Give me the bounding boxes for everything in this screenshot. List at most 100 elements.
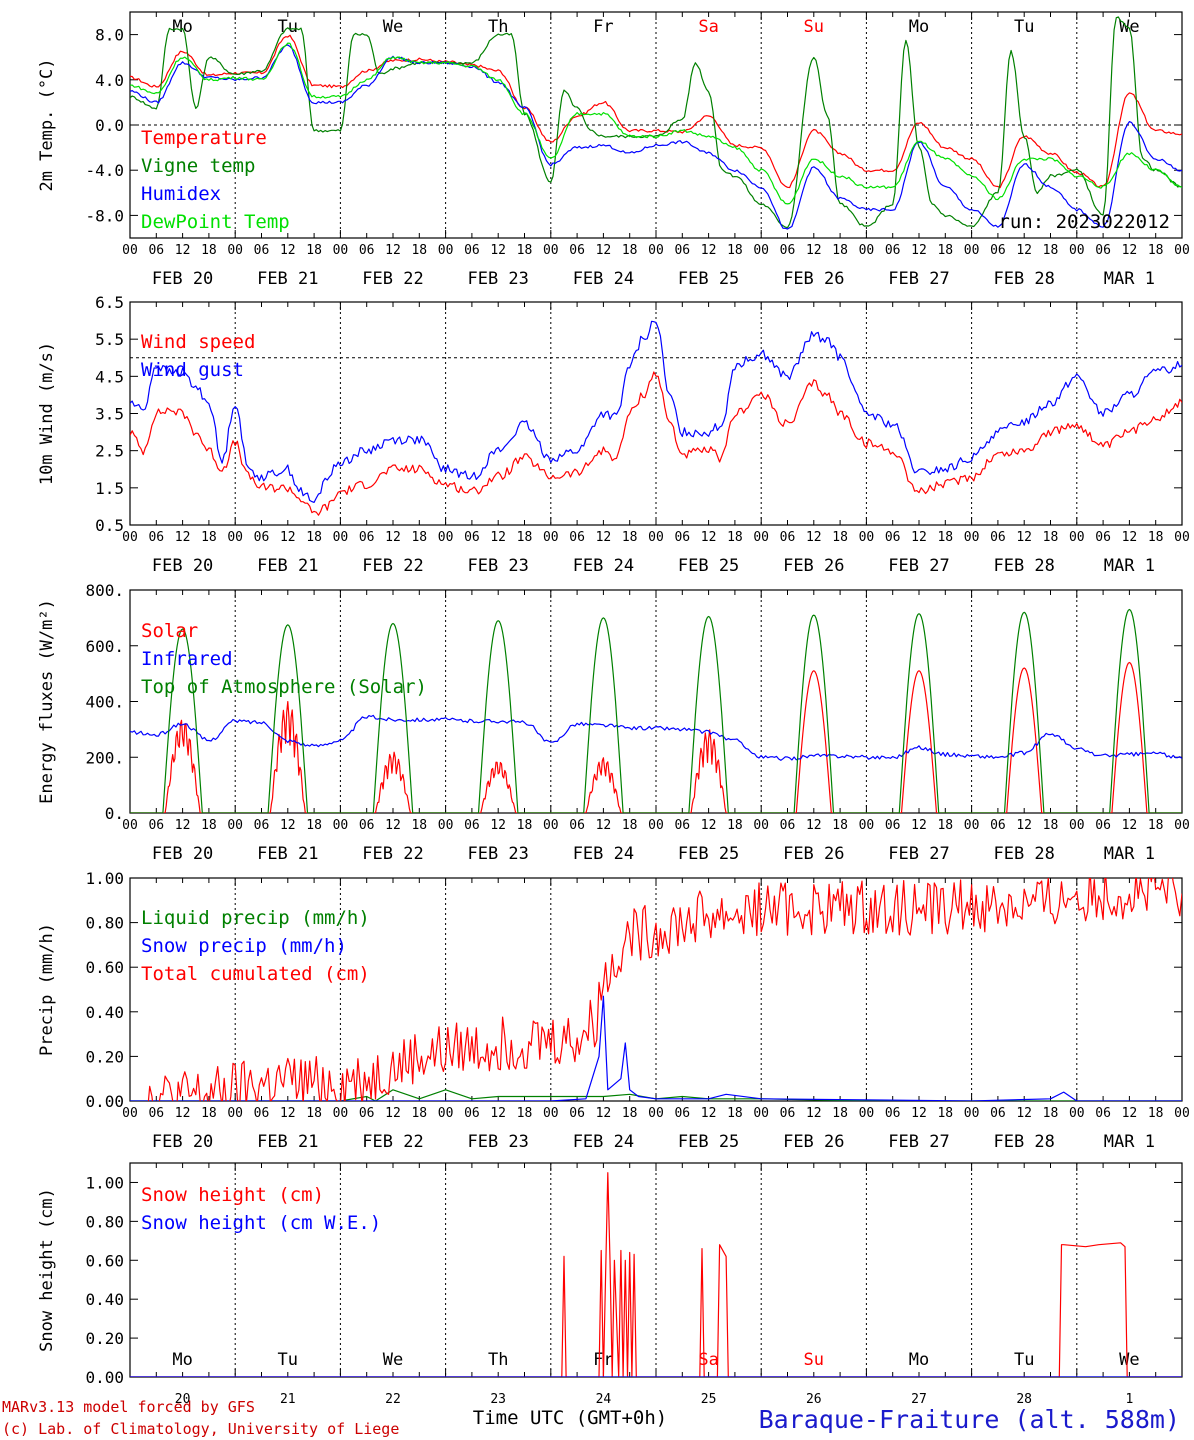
model-credit: MARv3.13 model forced by GFS — [2, 1398, 255, 1416]
hour-tick-label: 18 — [727, 530, 743, 545]
hour-tick-label: 12 — [175, 530, 191, 545]
chart-panel-2: 6.5 5.5 4.5 3.5 2.5 1.5 0.5 10m Wind (m/s) 00 06 1… — [37, 293, 1190, 576]
hour-tick-label: 12 — [1122, 530, 1138, 545]
series-line — [130, 714, 1182, 761]
day-number-label: 26 — [806, 1392, 822, 1407]
hour-tick-label: 18 — [937, 1106, 953, 1121]
hour-tick-label: 06 — [780, 818, 796, 833]
date-label: FEB 24 — [573, 1132, 634, 1152]
date-label: MAR 1 — [1104, 844, 1155, 864]
hour-tick-label: 00 — [648, 243, 664, 258]
hour-tick-label: 12 — [1016, 1106, 1032, 1121]
day-name-label: Fr — [593, 17, 613, 37]
hour-tick-label: 12 — [806, 243, 822, 258]
date-label: FEB 26 — [783, 556, 844, 576]
series-line — [130, 1172, 1182, 1377]
y-tick-label: 0.60 — [85, 1251, 124, 1270]
y-tick-label: 0.40 — [85, 1290, 124, 1309]
hour-tick-label: 12 — [280, 818, 296, 833]
hour-tick-label: 12 — [911, 530, 927, 545]
date-label: FEB 20 — [152, 1132, 213, 1152]
y-tick-label: 0.20 — [85, 1329, 124, 1348]
hour-tick-label: 00 — [964, 818, 980, 833]
hour-tick-label: 18 — [622, 530, 638, 545]
hour-tick-label: 06 — [464, 530, 480, 545]
legend-entry: Infrared — [141, 648, 233, 670]
date-label: FEB 27 — [888, 269, 949, 289]
hour-tick-label: 06 — [885, 818, 901, 833]
hour-tick-label: 12 — [175, 1106, 191, 1121]
hour-tick-label: 18 — [411, 1106, 427, 1121]
hour-tick-label: 18 — [517, 243, 533, 258]
y-tick-label: 3.5 — [95, 405, 124, 424]
hour-tick-label: 12 — [385, 1106, 401, 1121]
hour-tick-label: 00 — [859, 243, 875, 258]
date-label: FEB 25 — [678, 269, 739, 289]
hour-tick-label: 18 — [1148, 243, 1164, 258]
hour-tick-label: 00 — [1174, 243, 1190, 258]
date-label: FEB 28 — [993, 556, 1054, 576]
series-line — [130, 1089, 1182, 1101]
hour-tick-label: 06 — [569, 530, 585, 545]
series-line — [130, 661, 1182, 813]
hour-tick-label: 12 — [596, 818, 612, 833]
hour-tick-label: 12 — [701, 818, 717, 833]
hour-tick-label: 18 — [517, 1106, 533, 1121]
hour-tick-label: 18 — [622, 818, 638, 833]
hour-tick-label: 06 — [359, 243, 375, 258]
date-label: FEB 27 — [888, 844, 949, 864]
hour-tick-label: 00 — [122, 530, 138, 545]
date-label: FEB 24 — [573, 844, 634, 864]
day-number-label: 28 — [1016, 1392, 1032, 1407]
date-label: FEB 28 — [993, 1132, 1054, 1152]
legend-entry: Liquid precip (mm/h) — [141, 907, 370, 929]
series-line — [130, 320, 1182, 503]
date-label: FEB 21 — [257, 556, 318, 576]
chart-panel-3: 800. 600. 400. 200. 0. Energy fluxes (W/m²) 00… — [37, 581, 1190, 864]
y-tick-label: 0. — [105, 804, 124, 823]
hour-tick-label: 06 — [464, 243, 480, 258]
hour-tick-label: 06 — [359, 818, 375, 833]
series-line — [130, 44, 1182, 230]
date-label: FEB 27 — [888, 556, 949, 576]
day-number-label: 24 — [596, 1392, 612, 1407]
y-tick-label: 0.60 — [85, 958, 124, 977]
date-label: FEB 28 — [993, 844, 1054, 864]
hour-tick-label: 06 — [1095, 530, 1111, 545]
hour-tick-label: 06 — [148, 1106, 164, 1121]
date-label: FEB 20 — [152, 556, 213, 576]
hour-tick-label: 06 — [359, 530, 375, 545]
hour-tick-label: 00 — [859, 530, 875, 545]
hour-tick-label: 00 — [333, 1106, 349, 1121]
day-number-label: 20 — [175, 1392, 191, 1407]
hour-tick-label: 12 — [596, 243, 612, 258]
hour-tick-label: 00 — [227, 1106, 243, 1121]
date-label: FEB 28 — [993, 269, 1054, 289]
day-number-label: 21 — [280, 1392, 296, 1407]
hour-tick-label: 18 — [832, 530, 848, 545]
hour-tick-label: 00 — [438, 530, 454, 545]
panels: 8.0 4.0 0.0 -4.0 -8.0 2m Temp. (°C) 00 06 12 18 FE… — [37, 11, 1190, 1407]
hour-tick-label: 12 — [490, 818, 506, 833]
hour-tick-label: 06 — [464, 1106, 480, 1121]
hour-tick-label: 00 — [648, 1106, 664, 1121]
hour-tick-label: 12 — [280, 530, 296, 545]
hour-tick-label: 06 — [885, 530, 901, 545]
day-name-label: We — [383, 17, 403, 37]
hour-tick-label: 12 — [1122, 818, 1138, 833]
day-number-label: 23 — [490, 1392, 506, 1407]
hour-tick-label: 18 — [622, 243, 638, 258]
hour-tick-label: 06 — [569, 1106, 585, 1121]
date-label: FEB 24 — [573, 269, 634, 289]
series-line — [147, 878, 1182, 1101]
y-tick-label: 0.20 — [85, 1047, 124, 1066]
hour-tick-label: 18 — [1043, 243, 1059, 258]
hour-tick-label: 18 — [1043, 530, 1059, 545]
hour-tick-label: 00 — [227, 243, 243, 258]
y-tick-label: 4.5 — [95, 367, 124, 386]
hour-tick-label: 00 — [753, 243, 769, 258]
legend-entry: Snow height (cm W.E.) — [141, 1212, 381, 1234]
hour-tick-label: 12 — [280, 1106, 296, 1121]
hour-tick-label: 18 — [727, 1106, 743, 1121]
hour-tick-label: 18 — [306, 1106, 322, 1121]
